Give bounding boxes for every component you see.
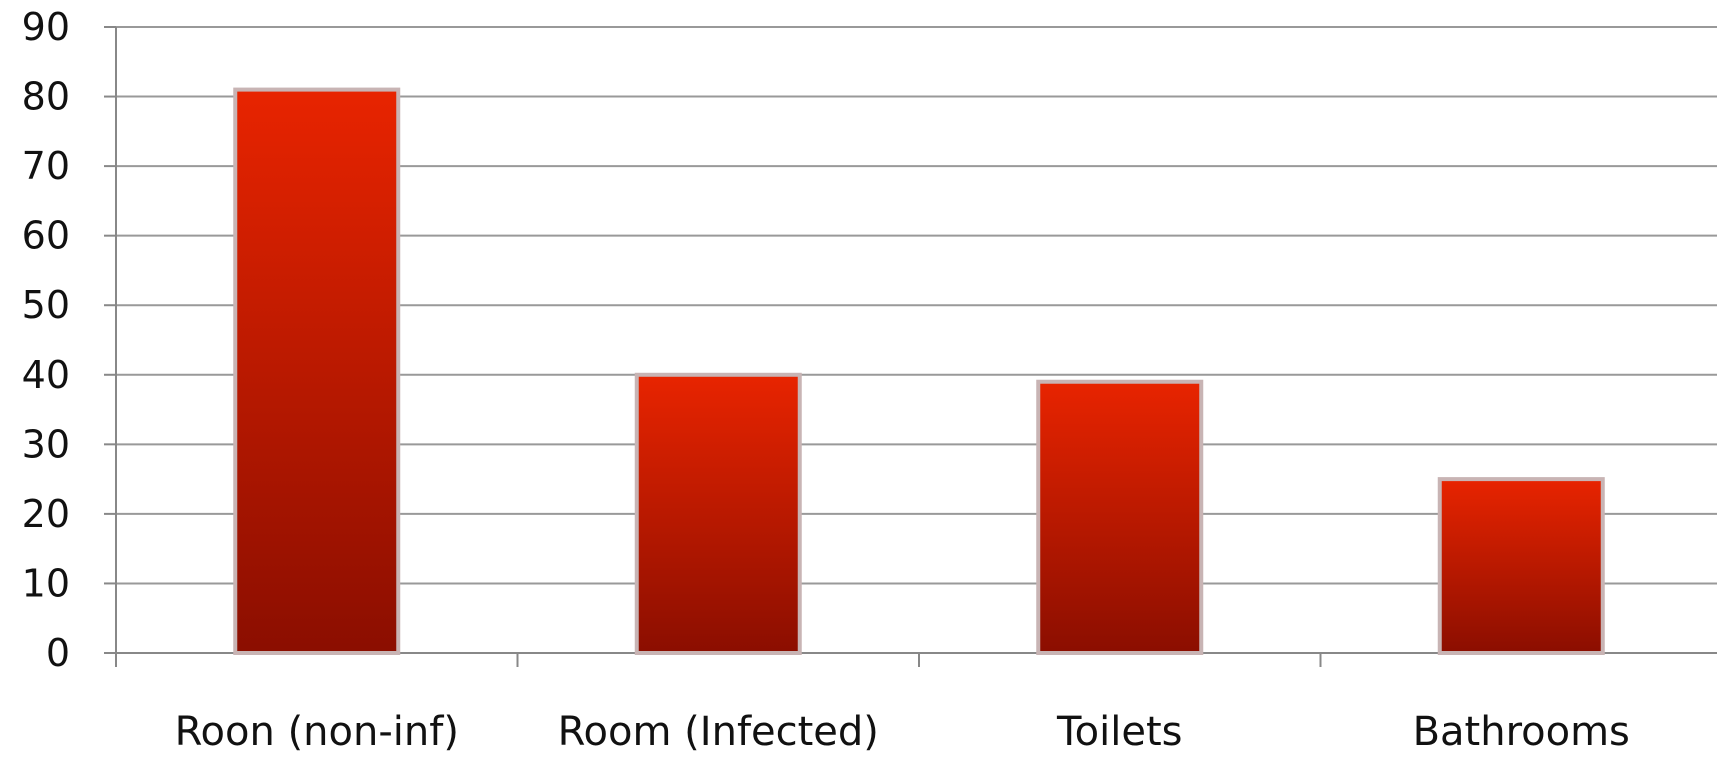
x-tick-label: Bathrooms xyxy=(1413,709,1630,755)
y-tick-label: 10 xyxy=(22,561,70,605)
bar-4 xyxy=(1437,477,1605,655)
x-tick-label: Toilets xyxy=(1056,709,1182,755)
x-tick-label: Roon (non-inf) xyxy=(175,709,459,755)
y-tick-label: 40 xyxy=(22,353,70,397)
y-axis-tick-labels: 0 10 20 30 40 50 60 70 80 90 xyxy=(22,5,70,675)
y-tick-label: 50 xyxy=(22,283,70,327)
x-tick-label: Room (Infected) xyxy=(558,709,879,755)
y-tick-label: 80 xyxy=(22,75,70,119)
bar-1 xyxy=(233,87,401,656)
x-axis-tick-labels: Roon (non-inf) Room (Infected) Toilets Bath… xyxy=(175,709,1630,755)
bar-3 xyxy=(1036,379,1204,655)
y-tick-label: 70 xyxy=(22,144,70,188)
y-tick-label: 20 xyxy=(22,492,70,536)
bars xyxy=(233,87,1605,656)
bar-2 xyxy=(634,372,802,655)
y-tick-label: 0 xyxy=(46,631,70,675)
y-tick-label: 30 xyxy=(22,422,70,466)
y-tick-label: 60 xyxy=(22,214,70,258)
y-tick-label: 90 xyxy=(22,5,70,49)
